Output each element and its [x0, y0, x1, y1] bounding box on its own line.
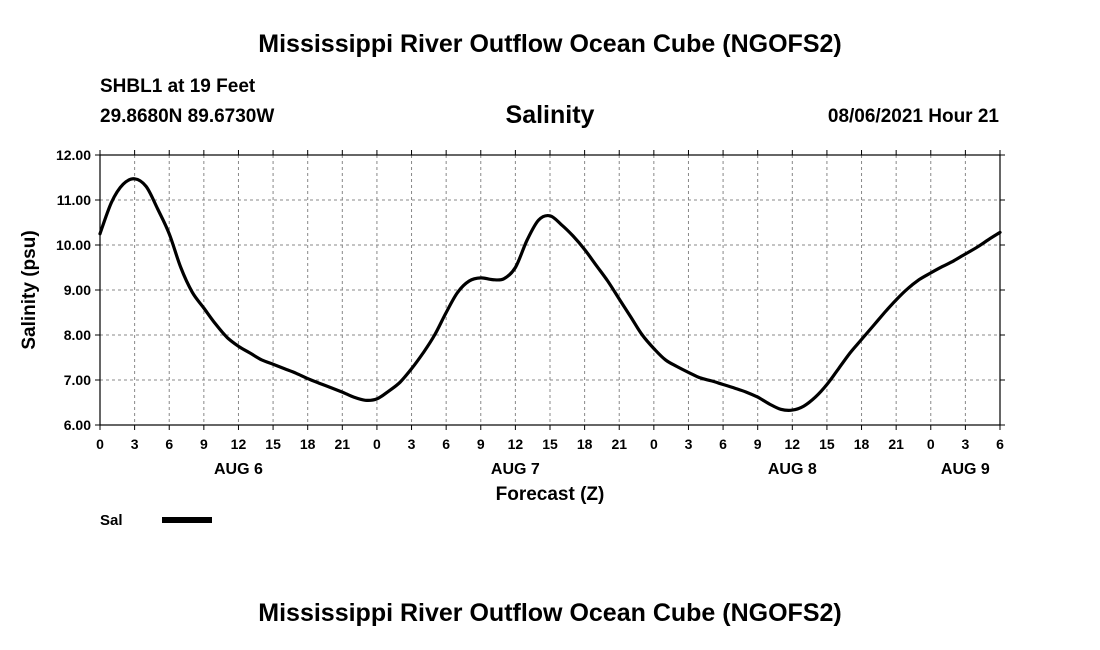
x-tick-label: 6	[165, 436, 173, 452]
day-label: AUG 7	[491, 461, 540, 478]
x-tick-label: 12	[231, 436, 247, 452]
x-tick-label: 0	[96, 436, 104, 452]
y-tick-label: 7.00	[64, 372, 91, 388]
legend-label: Sal	[100, 512, 123, 529]
x-tick-label: 15	[542, 436, 558, 452]
y-tick-label: 9.00	[64, 282, 91, 298]
x-tick-label: 0	[650, 436, 658, 452]
station-coordinates: 29.8680N 89.6730W	[100, 106, 275, 127]
x-tick-label: 3	[408, 436, 416, 452]
y-tick-label: 10.00	[56, 237, 91, 253]
y-tick-label: 6.00	[64, 417, 91, 433]
forecast-datetime: 08/06/2021 Hour 21	[827, 106, 999, 127]
station-label: SHBL1 at 19 Feet	[100, 76, 256, 97]
plot-frame	[99, 154, 1001, 426]
chart-title: Salinity	[505, 101, 595, 129]
x-tick-label: 21	[335, 436, 351, 452]
day-label: AUG 8	[768, 461, 817, 478]
x-tick-label: 12	[508, 436, 524, 452]
x-tick-label: 15	[819, 436, 835, 452]
x-axis-label: Forecast (Z)	[496, 484, 605, 505]
x-tick-label: 0	[927, 436, 935, 452]
day-label: AUG 6	[214, 461, 263, 478]
x-tick-label: 18	[577, 436, 593, 452]
y-axis-label: Salinity (psu)	[19, 230, 40, 349]
y-tick-label: 8.00	[64, 327, 91, 343]
day-label: AUG 9	[941, 461, 990, 478]
x-tick-label: 3	[131, 436, 139, 452]
x-tick-label: 6	[996, 436, 1004, 452]
x-tick-label: 18	[854, 436, 870, 452]
page-title: Mississippi River Outflow Ocean Cube (NG…	[258, 30, 842, 58]
x-tick-label: 6	[442, 436, 450, 452]
x-tick-label: 21	[611, 436, 627, 452]
x-tick-label: 15	[265, 436, 281, 452]
y-tick-label: 12.00	[56, 147, 91, 163]
footer-title: Mississippi River Outflow Ocean Cube (NG…	[258, 599, 842, 627]
x-tick-label: 0	[373, 436, 381, 452]
x-tick-label: 9	[477, 436, 485, 452]
series-line-sal	[98, 177, 1002, 412]
x-tick-label: 6	[719, 436, 727, 452]
y-tick-label: 11.00	[57, 192, 91, 208]
x-tick-label: 3	[961, 436, 969, 452]
x-tick-label: 18	[300, 436, 316, 452]
x-tick-label: 3	[685, 436, 693, 452]
x-tick-label: 12	[785, 436, 801, 452]
x-tick-label: 21	[888, 436, 904, 452]
x-tick-label: 9	[754, 436, 762, 452]
x-tick-label: 9	[200, 436, 208, 452]
